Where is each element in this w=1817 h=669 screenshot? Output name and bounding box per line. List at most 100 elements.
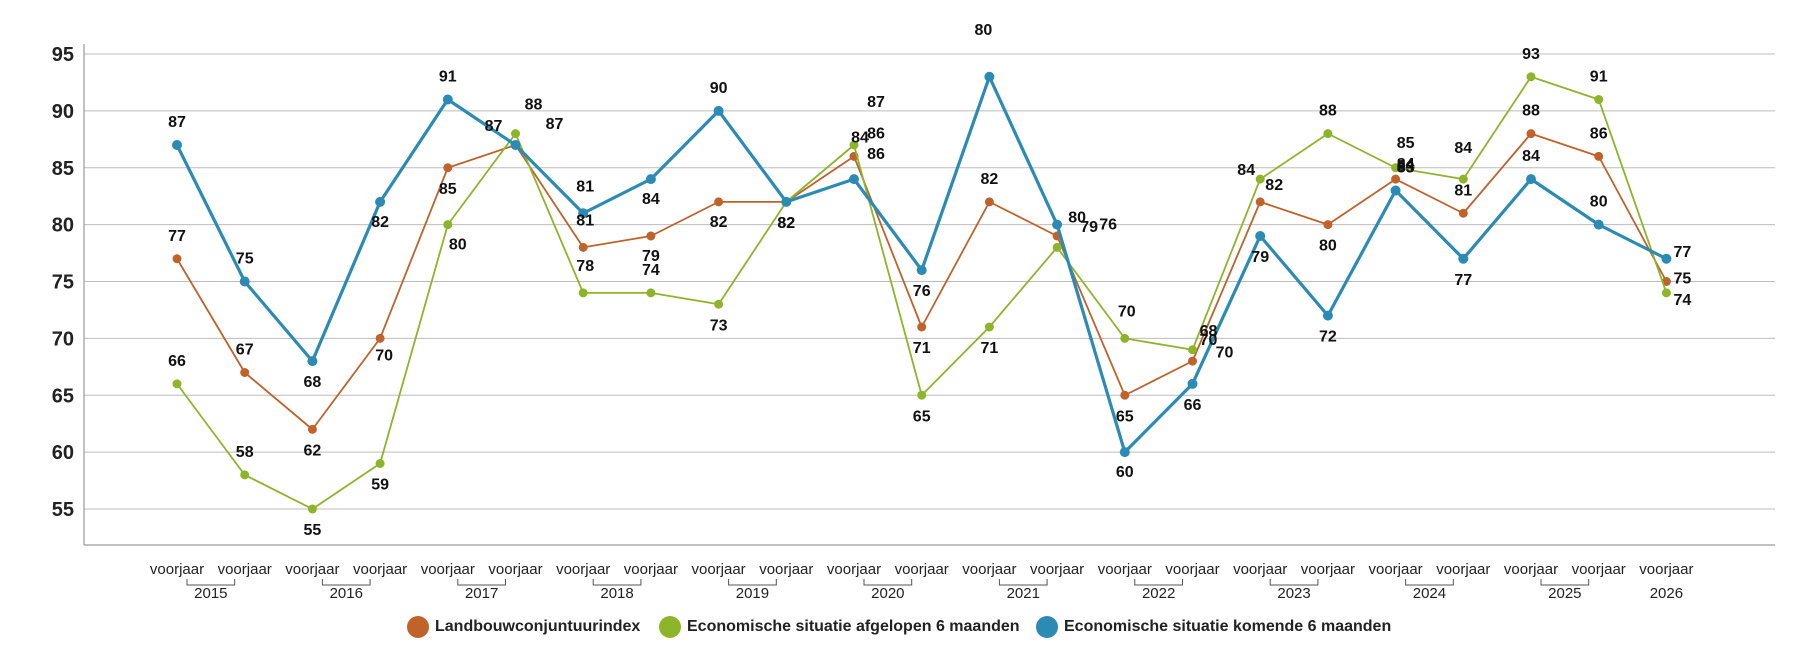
year-bracket bbox=[728, 579, 777, 586]
data-label: 86 bbox=[1590, 125, 1608, 142]
data-label: 84 bbox=[1522, 148, 1540, 165]
data-label: 87 bbox=[546, 116, 564, 133]
x-tick-label: voorjaar bbox=[1436, 561, 1490, 578]
data-label: 81 bbox=[576, 212, 594, 229]
data-point bbox=[1187, 378, 1198, 389]
data-point bbox=[510, 140, 521, 150]
data-point bbox=[646, 288, 656, 298]
data-point bbox=[1052, 219, 1063, 230]
x-tick-label: voorjaar bbox=[1504, 561, 1558, 578]
data-point bbox=[1390, 185, 1401, 196]
data-point bbox=[1120, 333, 1130, 343]
data-point bbox=[1594, 95, 1604, 104]
x-tick-label: voorjaar bbox=[556, 561, 610, 578]
year-label: 2022 bbox=[1142, 585, 1175, 602]
data-label: 88 bbox=[1522, 103, 1540, 120]
data-label: 66 bbox=[168, 353, 186, 370]
data-label: 65 bbox=[1116, 408, 1134, 425]
y-tick-label: 95 bbox=[52, 44, 74, 66]
x-tick-label: voorjaar bbox=[1165, 561, 1219, 578]
year-label: 2016 bbox=[330, 585, 363, 602]
data-point bbox=[172, 140, 182, 150]
data-point bbox=[1391, 174, 1401, 184]
y-tick-label: 75 bbox=[52, 272, 74, 294]
data-point bbox=[1526, 129, 1536, 139]
data-point bbox=[1188, 356, 1197, 366]
data-label: 84 bbox=[1237, 162, 1255, 179]
data-label: 68 bbox=[304, 374, 322, 391]
data-label: 70 bbox=[1118, 303, 1136, 320]
data-label: 76 bbox=[1099, 216, 1117, 233]
year-bracket bbox=[457, 579, 506, 586]
year-label: 2020 bbox=[871, 585, 904, 602]
year-group: 2023 bbox=[1269, 579, 1319, 602]
data-label: 82 bbox=[777, 215, 795, 232]
data-label: 84 bbox=[851, 129, 869, 146]
year-bracket bbox=[998, 579, 1048, 586]
data-label: 68 bbox=[1200, 323, 1218, 340]
data-label: 83 bbox=[1397, 160, 1415, 177]
data-point bbox=[646, 231, 656, 241]
data-point bbox=[917, 322, 927, 332]
series-1 bbox=[172, 72, 1671, 514]
data-label: 80 bbox=[1068, 210, 1086, 227]
year-group: 2025 bbox=[1540, 579, 1590, 602]
data-label: 86 bbox=[867, 125, 885, 142]
data-label: 80 bbox=[1319, 238, 1337, 255]
legend-label: Economische situatie afgelopen 6 maanden bbox=[687, 618, 1020, 635]
x-tick-label: voorjaar bbox=[1368, 561, 1422, 578]
data-label: 87 bbox=[168, 114, 186, 131]
data-label: 66 bbox=[1184, 397, 1202, 414]
x-tick-label: voorjaar bbox=[895, 561, 949, 578]
data-point bbox=[172, 379, 182, 389]
data-label: 75 bbox=[236, 251, 254, 268]
data-point bbox=[1255, 174, 1265, 184]
data-point bbox=[443, 163, 453, 173]
data-label: 80 bbox=[449, 237, 467, 254]
year-bracket bbox=[592, 579, 642, 586]
y-tick-label: 80 bbox=[52, 215, 74, 237]
data-label: 90 bbox=[710, 80, 728, 97]
x-tick-label: voorjaar bbox=[1639, 561, 1693, 578]
data-point bbox=[1188, 345, 1197, 355]
data-label: 55 bbox=[304, 522, 322, 539]
x-tick-label: voorjaar bbox=[285, 561, 339, 578]
year-label: 2021 bbox=[1007, 585, 1040, 602]
data-point bbox=[239, 276, 250, 287]
data-label: 65 bbox=[913, 408, 931, 425]
data-label: 82 bbox=[371, 214, 389, 231]
data-label: 82 bbox=[981, 171, 999, 188]
data-label: 58 bbox=[236, 444, 254, 461]
data-label: 70 bbox=[1216, 345, 1234, 362]
data-point bbox=[984, 197, 994, 207]
year-group: 2018 bbox=[592, 579, 642, 602]
legend-swatch-green bbox=[659, 616, 681, 638]
data-label: 82 bbox=[1265, 177, 1283, 194]
x-tick-label: voorjaar bbox=[218, 561, 272, 578]
data-label: 86 bbox=[867, 146, 885, 163]
x-tick-label: voorjaar bbox=[1572, 561, 1626, 578]
year-label: 2018 bbox=[600, 585, 633, 602]
data-label: 70 bbox=[1200, 332, 1218, 349]
data-point bbox=[714, 197, 724, 207]
data-label: 81 bbox=[576, 178, 594, 195]
data-point bbox=[849, 140, 859, 150]
x-tick-label: voorjaar bbox=[353, 561, 407, 578]
data-label: 79 bbox=[1080, 219, 1098, 236]
year-group: 2020 bbox=[863, 579, 913, 602]
data-point bbox=[1323, 129, 1333, 139]
data-point bbox=[1661, 288, 1671, 298]
data-label: 91 bbox=[439, 69, 457, 86]
data-label: 78 bbox=[576, 258, 594, 275]
data-point bbox=[1323, 220, 1333, 230]
data-label: 85 bbox=[439, 181, 457, 198]
data-label: 67 bbox=[236, 342, 254, 359]
data-point bbox=[307, 356, 318, 367]
data-point bbox=[1255, 197, 1265, 207]
data-point bbox=[1526, 174, 1536, 185]
x-tick-label: voorjaar bbox=[1301, 561, 1355, 578]
y-tick-label: 55 bbox=[52, 499, 74, 521]
legend-swatch-blue bbox=[1036, 616, 1058, 638]
year-label: 2026 bbox=[1650, 585, 1683, 602]
